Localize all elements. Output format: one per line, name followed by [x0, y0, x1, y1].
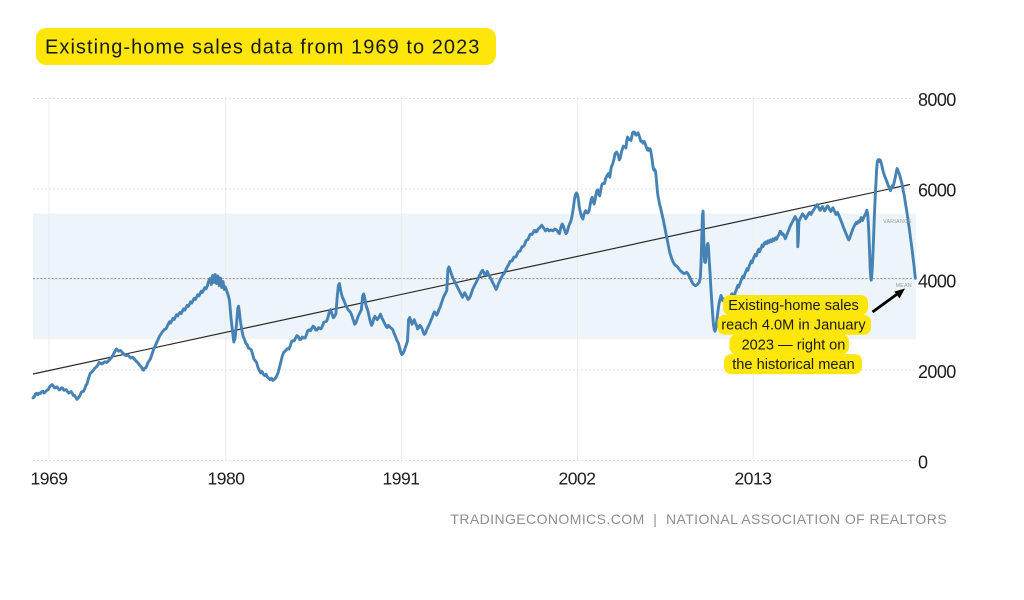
svg-text:MEAN: MEAN: [896, 283, 912, 289]
svg-text:2002: 2002: [559, 469, 596, 489]
svg-text:6000: 6000: [918, 180, 956, 200]
svg-text:0: 0: [918, 452, 928, 472]
svg-text:1980: 1980: [208, 469, 246, 489]
svg-text:Existing-home sales data from: Existing-home sales data from 1969 to 20…: [45, 37, 480, 59]
svg-text:the historical mean: the historical mean: [732, 357, 855, 373]
svg-text:1969: 1969: [31, 469, 68, 489]
svg-text:2013: 2013: [735, 469, 772, 489]
svg-text:2000: 2000: [918, 362, 956, 382]
svg-text:Existing-home sales: Existing-home sales: [728, 298, 859, 314]
svg-text:8000: 8000: [918, 90, 956, 110]
svg-text:reach 4.0M in January: reach 4.0M in January: [721, 318, 866, 334]
svg-text:VARIANCE: VARIANCE: [883, 219, 912, 225]
svg-text:TRADINGECONOMICS.COM | NATIO: TRADINGECONOMICS.COM | NATIONAL ASSOCIAT…: [450, 511, 947, 527]
svg-text:1991: 1991: [383, 469, 420, 489]
svg-text:4000: 4000: [918, 271, 956, 291]
svg-text:2023 — right on: 2023 — right on: [742, 337, 846, 353]
